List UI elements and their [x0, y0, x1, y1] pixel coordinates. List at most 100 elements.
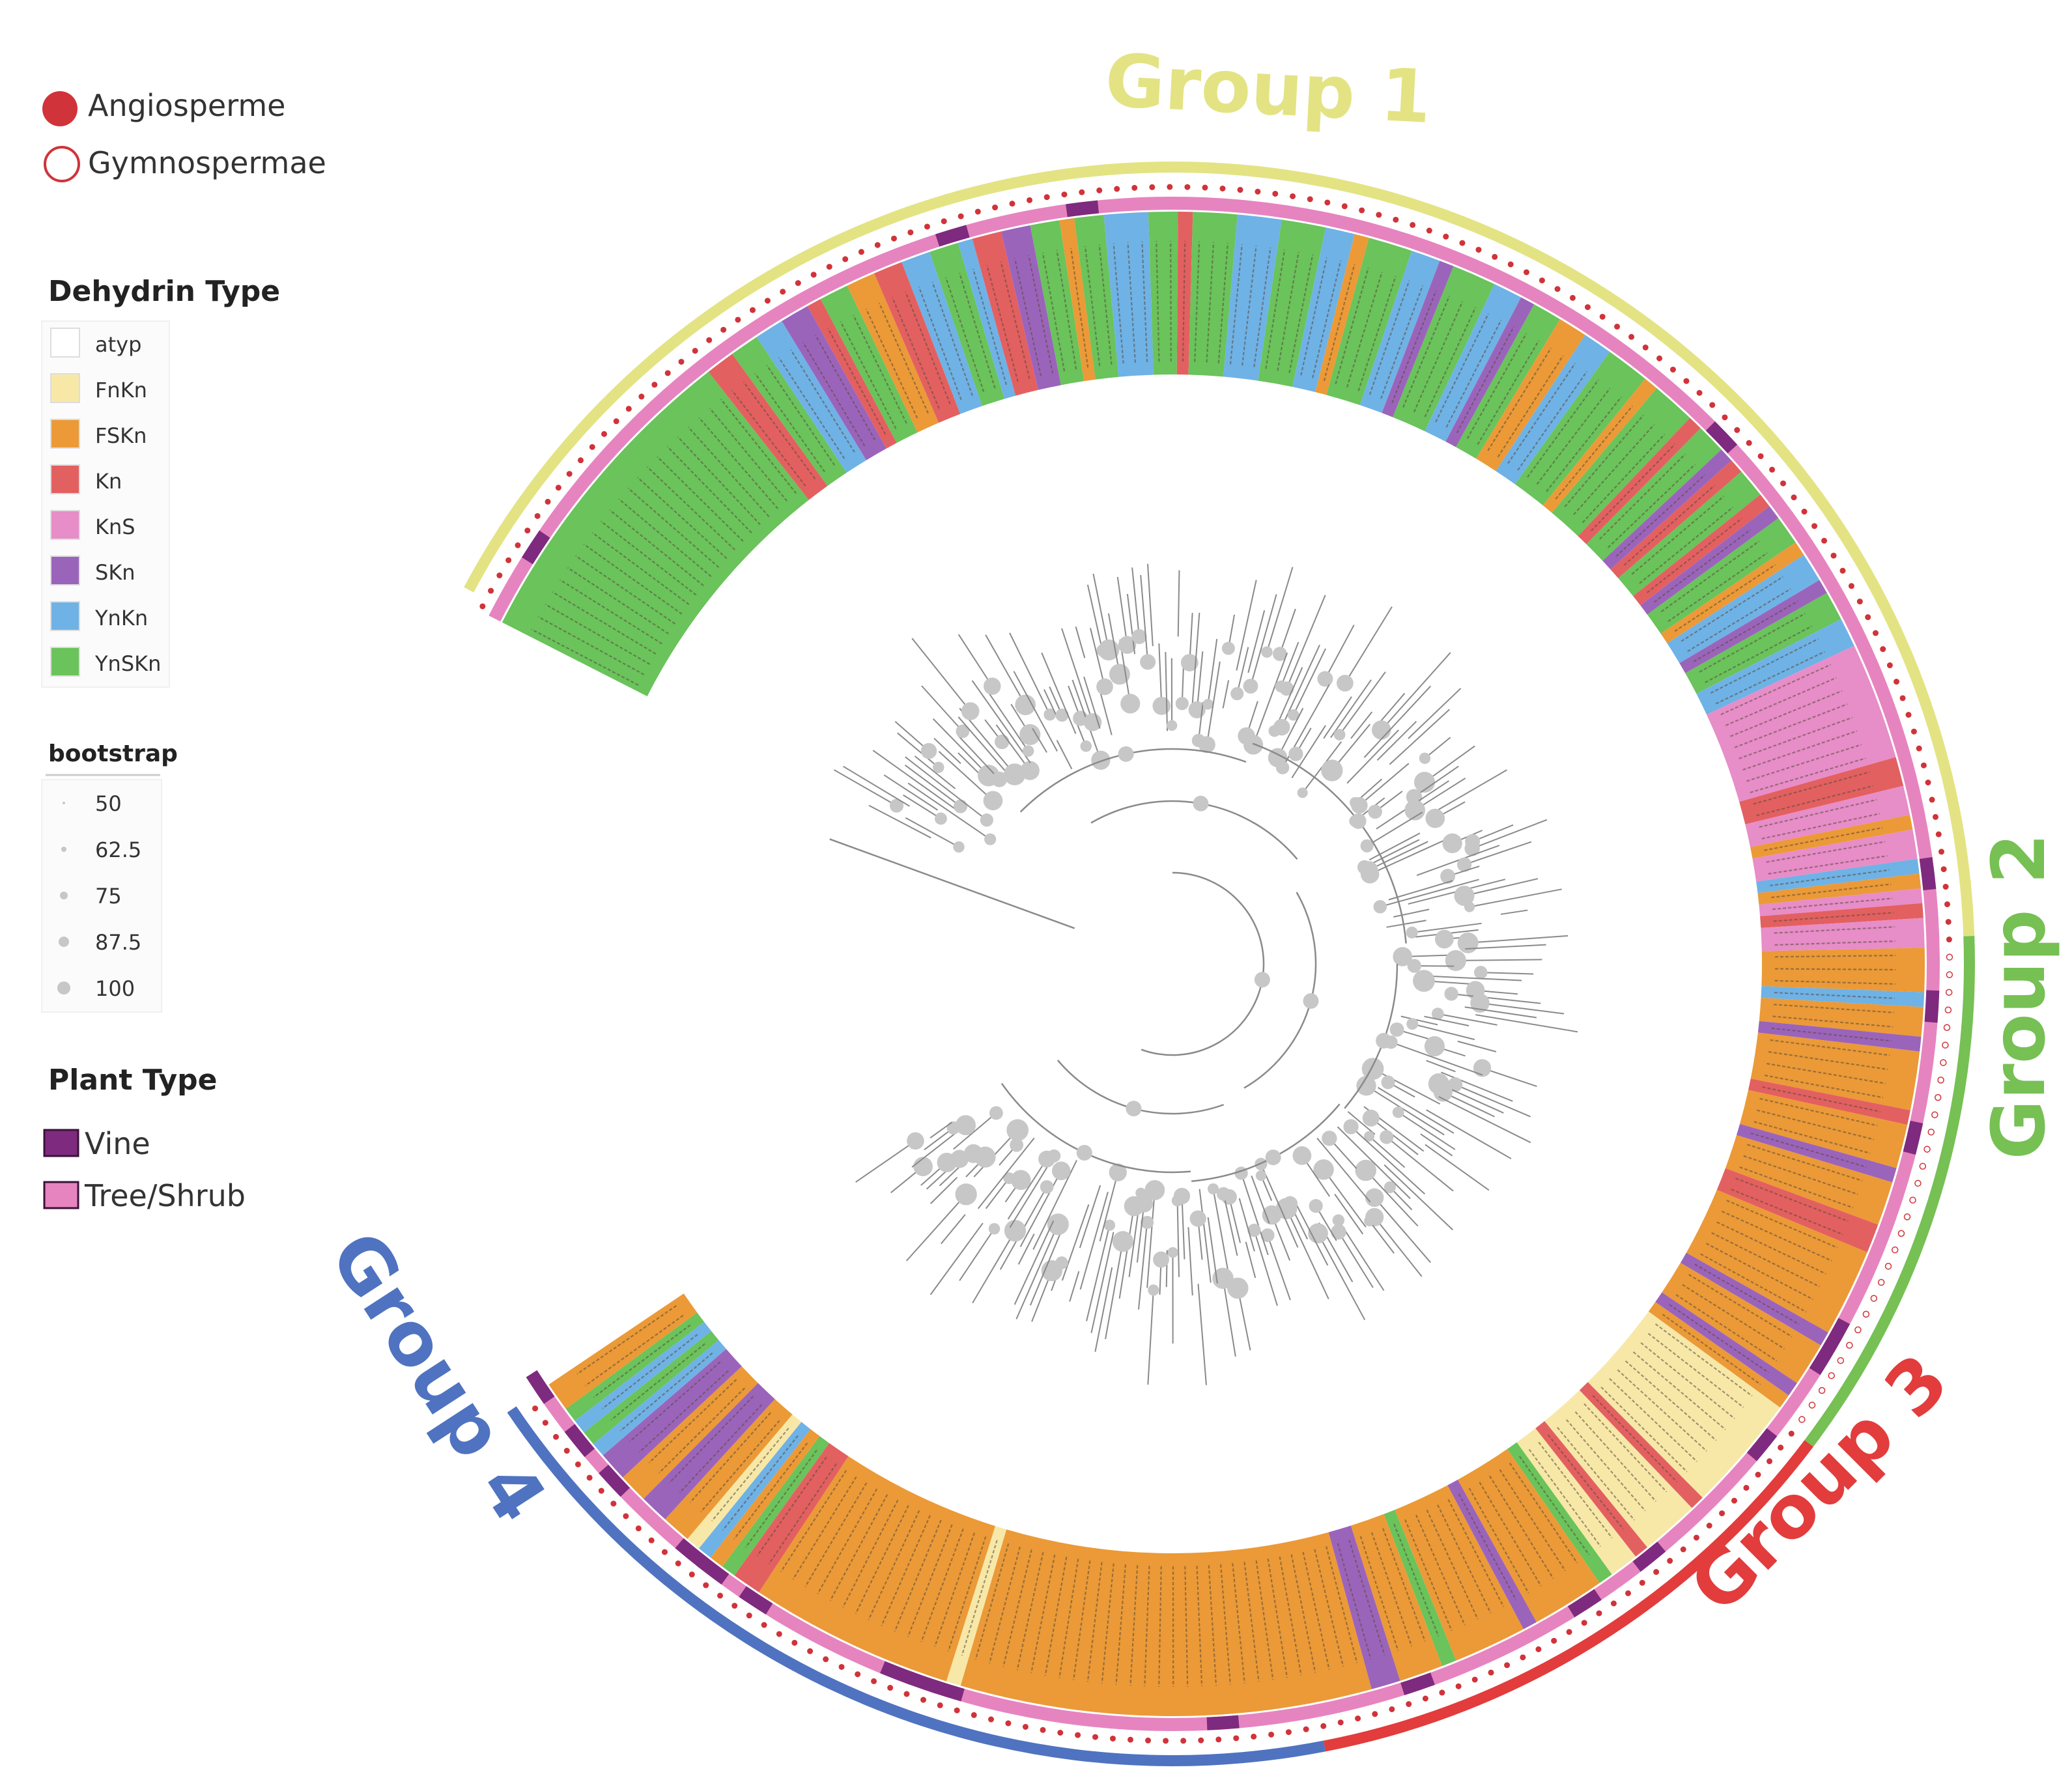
angiosperm-dot-icon — [1839, 567, 1846, 574]
bootstrap-node-icon — [1371, 720, 1391, 740]
leaf-label-line — [1219, 1564, 1231, 1685]
tree-arc — [1001, 1082, 1191, 1174]
bootstrap-node-icon — [1365, 1188, 1384, 1207]
dehydrin-segment-56 — [1757, 873, 1922, 905]
tree-branch — [1334, 1193, 1364, 1235]
tree-branch — [1464, 1006, 1537, 1019]
leaf-label-line — [1757, 1109, 1875, 1140]
leaf-label-line — [829, 1494, 888, 1601]
tree-branch — [1464, 841, 1532, 866]
tree-branch — [1212, 1189, 1228, 1269]
angiosperm-dot-icon — [780, 289, 786, 295]
tree-branch — [1416, 845, 1500, 876]
dehydrin-segment-16 — [1074, 214, 1119, 380]
tree-branch — [903, 794, 941, 819]
leaf-label-line — [853, 315, 907, 424]
leaf-label-line — [1725, 677, 1837, 726]
tree-branch — [971, 680, 1031, 763]
angiosperm-dot-icon — [545, 498, 551, 505]
bootstrap-node-icon — [1055, 708, 1069, 722]
plant-vine-mark-4 — [1919, 857, 1937, 890]
legend-dehydrin-fnkn: FnKn — [95, 378, 147, 402]
gymnosperm-dot-icon — [1903, 1213, 1911, 1220]
bootstrap-node-icon — [984, 833, 997, 845]
leaf-label-line — [1468, 1488, 1529, 1594]
leaf-label-line — [1369, 280, 1410, 395]
tree-branch — [897, 732, 939, 769]
leaf-label-line — [1771, 883, 1892, 899]
leaf-label-line — [1743, 1155, 1858, 1195]
angiosperm-dot-icon — [1372, 1711, 1378, 1717]
bootstrap-node-icon — [1321, 759, 1343, 782]
bootstrap-node-icon — [1124, 1196, 1144, 1217]
bootstrap-node-icon — [956, 724, 970, 739]
angiosperm-dot-icon — [1731, 1497, 1737, 1504]
leaf-label-line — [1288, 254, 1314, 373]
bootstrap-dot-3-icon — [59, 937, 69, 947]
plant-vine-mark-2 — [1066, 200, 1099, 218]
dehydrin-segment-25 — [1326, 238, 1412, 405]
leaf-label-line — [1700, 1253, 1807, 1313]
bootstrap-node-icon — [1444, 987, 1458, 1001]
tree-branch — [1009, 632, 1051, 715]
leaf-label-line — [842, 1499, 899, 1608]
leaf-label-line — [934, 1532, 975, 1647]
tree-branch — [1413, 765, 1459, 798]
bootstrap-node-icon — [1297, 787, 1308, 798]
tree-branch — [1147, 563, 1154, 647]
tree-branch — [1468, 935, 1568, 944]
tree-branch — [1017, 1234, 1035, 1265]
bootstrap-node-icon — [1425, 808, 1445, 828]
tree-branch — [1126, 593, 1136, 655]
tree-branch — [1223, 1193, 1238, 1256]
bootstrap-node-icon — [1445, 950, 1466, 971]
tree-arc — [1090, 800, 1298, 860]
leaf-label-line — [1607, 464, 1696, 548]
leaf-label-line — [1357, 275, 1397, 391]
bootstrap-node-icon — [1393, 947, 1413, 966]
angiosperm-dot-icon — [717, 1592, 724, 1599]
leaf-label-line — [560, 579, 662, 645]
tree-rings — [464, 161, 1975, 1766]
gymnosperm-dot-icon — [1862, 1310, 1870, 1318]
angiosperm-dot-icon — [598, 1488, 604, 1494]
bootstrap-node-icon — [1368, 804, 1382, 819]
leaf-label-line — [709, 408, 788, 501]
angiosperm-dot-icon — [1929, 797, 1935, 803]
angiosperm-dot-icon — [661, 1549, 668, 1555]
angiosperm-dot-icon — [1251, 1733, 1257, 1740]
leaf-label-line — [1774, 980, 1895, 985]
angiosperm-dot-icon — [924, 223, 930, 230]
tree-branch — [1094, 1267, 1113, 1352]
tree-branch — [1207, 1217, 1218, 1284]
tree-branch — [1181, 663, 1185, 704]
angiosperm-dot-icon — [575, 1461, 581, 1467]
angiosperm-dot-icon — [1285, 1729, 1292, 1736]
tree-arc — [1243, 892, 1317, 1089]
angiosperm-dot-icon — [1475, 246, 1482, 253]
angiosperm-dot-icon — [954, 1707, 960, 1713]
angiosperm-dot-icon — [1916, 745, 1922, 752]
tree-branch — [1391, 1041, 1483, 1076]
tree-branch — [930, 1222, 984, 1295]
legend-bootstrap: bootstrap 50 62.5 75 87.5 100 — [41, 740, 178, 1013]
angiosperm-dot-icon — [1180, 1738, 1187, 1744]
dehydrin-segment-85 — [1350, 1514, 1443, 1681]
angiosperm-dot-icon — [1722, 414, 1728, 421]
angiosperm-dot-icon — [1057, 1730, 1064, 1736]
tree-branch — [1457, 1040, 1497, 1052]
bootstrap-node-icon — [983, 791, 1003, 811]
bootstrap-node-icon — [1392, 1106, 1404, 1118]
leaf-label-line — [1632, 1351, 1726, 1430]
leaf-label-line — [1694, 1263, 1800, 1325]
tree-branch — [1247, 610, 1266, 673]
angiosperm-dot-icon — [735, 317, 741, 323]
angiosperm-dot-icon — [1272, 190, 1279, 197]
leaf-label-line — [918, 287, 962, 401]
tree-branch — [1423, 975, 1522, 981]
tree-branch — [1079, 1185, 1101, 1248]
leaf-label-line — [986, 264, 1019, 382]
leaf-label-line — [619, 1352, 713, 1431]
angiosperm-dot-icon — [1856, 599, 1863, 605]
tree-branch — [1181, 1196, 1185, 1260]
